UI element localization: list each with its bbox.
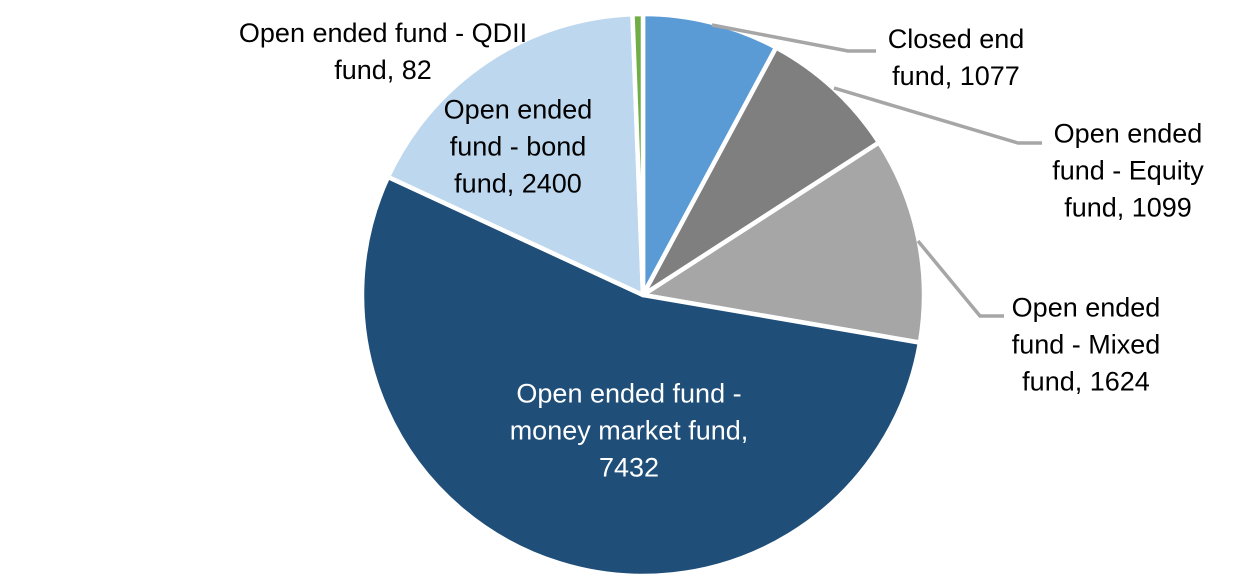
data-label-qdii-fund: Open ended fund - QDII fund, 82: [239, 15, 527, 89]
data-label-money-market-fund: Open ended fund - money market fund, 743…: [510, 376, 749, 487]
data-label-line: fund, 1077: [892, 61, 1020, 91]
data-label-line: Closed end: [887, 24, 1025, 54]
data-label-line: fund - bond: [449, 131, 587, 162]
pie-slice-0: [640, 11, 779, 298]
data-label-line: fund - Mixed: [1011, 329, 1161, 360]
data-label-line: fund - Equity: [1052, 155, 1204, 186]
data-label-line: fund, 2400: [454, 168, 582, 199]
data-label-line: 7432: [598, 452, 660, 483]
data-label-mixed-fund: Open ended fund - Mixed fund, 1624: [1012, 290, 1161, 401]
data-label-line: Open ended fund - QDII: [238, 18, 528, 48]
leader-line-equity-fund: [833, 86, 1042, 145]
data-label-line: money market fund,: [509, 415, 749, 446]
data-label-equity-fund: Open ended fund - Equity fund, 1099: [1052, 116, 1204, 227]
pie-slice-1: [640, 45, 882, 298]
pie-slice-4: [385, 11, 646, 298]
data-label-line: fund, 1099: [1064, 192, 1192, 223]
pie-slice-3: [359, 174, 923, 579]
data-label-line: Open ended: [1053, 118, 1203, 149]
leader-line-closed-end-fund: [711, 23, 876, 53]
pie-slice-5: [630, 11, 646, 298]
data-label-line: fund, 1624: [1022, 366, 1150, 397]
data-label-line: Open ended: [443, 94, 593, 125]
data-label-line: fund, 82: [334, 55, 432, 85]
pie-slice-2: [640, 140, 927, 345]
data-label-closed-end-fund: Closed end fund, 1077: [888, 21, 1025, 95]
data-label-line: Open ended fund -: [516, 378, 742, 409]
leader-line-mixed-fund: [916, 239, 1004, 318]
data-label-bond-fund: Open ended fund - bond fund, 2400: [444, 92, 593, 203]
data-label-line: Open ended: [1011, 292, 1161, 323]
